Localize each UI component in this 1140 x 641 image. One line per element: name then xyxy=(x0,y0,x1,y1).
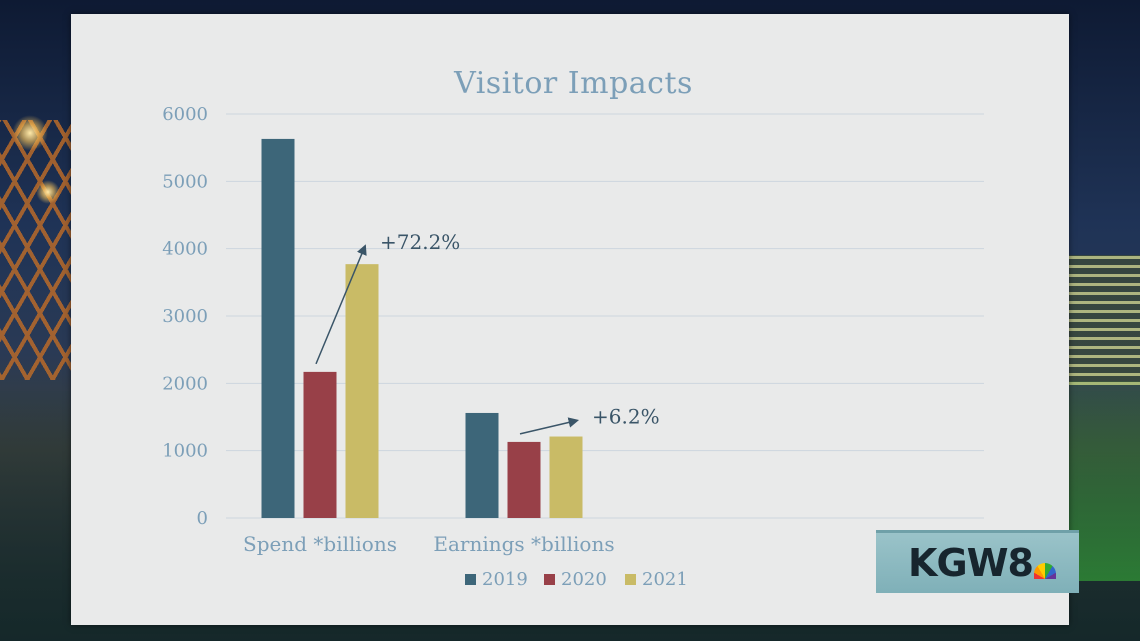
annotation-label: +72.2% xyxy=(380,230,460,254)
bar-2019 xyxy=(261,138,295,518)
annotation-arrow xyxy=(519,417,580,435)
annotation-label: +6.2% xyxy=(592,405,660,429)
background-street-light xyxy=(12,115,48,151)
x-axis: Spend *billions Earnings *billions xyxy=(243,532,615,556)
grid xyxy=(226,113,984,519)
y-tick-label: 6000 xyxy=(162,104,208,125)
bar-2021 xyxy=(549,436,583,518)
legend-label: 2019 xyxy=(482,569,528,590)
peacock-icon xyxy=(1034,563,1056,579)
legend-label: 2021 xyxy=(642,569,688,590)
y-tick-label: 2000 xyxy=(162,373,208,394)
bar-2019 xyxy=(465,412,499,518)
y-tick-label: 5000 xyxy=(162,171,208,192)
logo-text: KGW8 xyxy=(908,541,1034,585)
legend-swatch xyxy=(625,574,636,585)
bar-2020 xyxy=(507,441,541,518)
legend-swatch xyxy=(544,574,555,585)
kgw8-logo: KGW8 xyxy=(876,530,1079,593)
chart-title: Visitor Impacts xyxy=(454,66,693,101)
legend-swatch xyxy=(465,574,476,585)
y-tick-label: 4000 xyxy=(162,239,208,260)
x-category-label: Spend *billions xyxy=(243,532,397,556)
x-category-label: Earnings *billions xyxy=(433,532,614,556)
bar-2021 xyxy=(345,264,379,518)
annotations: +72.2% +6.2% xyxy=(315,230,660,435)
bar-2020 xyxy=(303,371,337,518)
bars xyxy=(261,138,583,518)
background-bridge xyxy=(0,120,80,380)
annotation-arrow xyxy=(315,244,367,365)
legend: 2019 2020 2021 xyxy=(465,569,688,590)
y-tick-label: 0 xyxy=(197,508,208,529)
background-building xyxy=(1060,255,1140,385)
y-tick-label: 1000 xyxy=(162,441,208,462)
chart-slide: Visitor Impacts 0 1000 2000 3000 4000 5000 600… xyxy=(71,14,1069,625)
bar-chart: 0 1000 2000 3000 4000 5000 6000 Spend *billion… xyxy=(162,104,984,590)
y-tick-label: 3000 xyxy=(162,306,208,327)
legend-label: 2020 xyxy=(561,569,607,590)
y-axis: 0 1000 2000 3000 4000 5000 6000 xyxy=(162,104,208,529)
background-street-light xyxy=(36,180,60,204)
